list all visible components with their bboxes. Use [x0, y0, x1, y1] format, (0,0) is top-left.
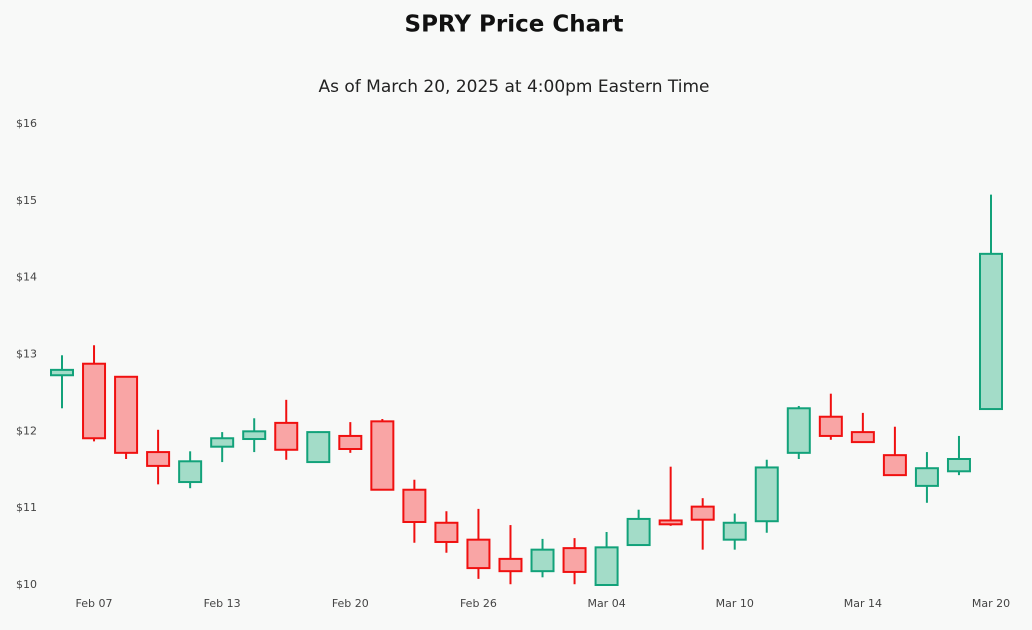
candle-body: [274, 421, 299, 451]
y-tick-label: $11: [16, 501, 37, 514]
chart-title: SPRY Price Chart: [405, 12, 624, 38]
y-tick-label: $16: [16, 117, 37, 130]
candle-body: [914, 467, 939, 487]
candle-body: [850, 431, 875, 444]
candle-body: [658, 519, 683, 526]
candle-body: [562, 547, 587, 573]
chart-subtitle: As of March 20, 2025 at 4:00pm Eastern T…: [318, 77, 709, 97]
candle-body: [306, 431, 331, 464]
candle-body: [722, 521, 747, 541]
y-tick-label: $13: [16, 348, 37, 361]
candle-body: [242, 430, 267, 441]
candle-body: [786, 407, 811, 454]
candle-body: [690, 505, 715, 521]
x-tick-label: Feb 26: [460, 597, 497, 610]
y-tick-label: $14: [16, 271, 37, 284]
candle-body: [882, 454, 907, 477]
y-tick-label: $12: [16, 424, 37, 437]
candle-body: [818, 415, 843, 437]
candle-body: [338, 434, 363, 451]
x-tick-label: Feb 07: [76, 597, 113, 610]
candle-body: [434, 521, 459, 543]
candle-body: [466, 538, 491, 570]
candle-body: [50, 368, 74, 377]
x-tick-label: Mar 20: [972, 597, 1010, 610]
candle-body: [626, 517, 651, 547]
x-tick-label: Mar 04: [587, 597, 625, 610]
x-tick-label: Feb 20: [332, 597, 369, 610]
candle-body: [594, 546, 619, 587]
y-tick-label: $10: [16, 578, 37, 591]
candle-body: [946, 457, 971, 473]
x-tick-label: Mar 10: [716, 597, 754, 610]
candle-body: [178, 460, 203, 484]
y-tick-label: $15: [16, 194, 37, 207]
candle-body: [370, 420, 395, 491]
candle-body: [530, 548, 555, 573]
candle-body: [402, 488, 427, 523]
candle-body: [82, 362, 107, 440]
x-tick-label: Mar 14: [844, 597, 882, 610]
candle-body: [754, 466, 779, 523]
candle-body: [114, 375, 139, 454]
candle-body: [498, 557, 523, 573]
candle-body: [979, 252, 1003, 411]
candle-body: [146, 451, 171, 467]
x-tick-label: Feb 13: [204, 597, 241, 610]
candle-body: [210, 437, 235, 448]
